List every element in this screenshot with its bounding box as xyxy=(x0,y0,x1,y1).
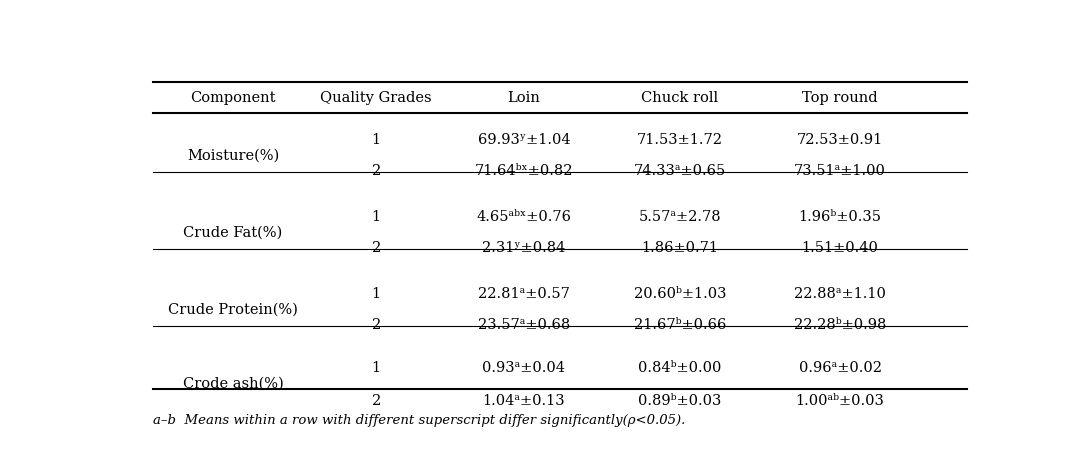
Text: 2.31ʸ±0.84: 2.31ʸ±0.84 xyxy=(482,241,566,255)
Text: 2: 2 xyxy=(372,393,381,407)
Text: 22.28ᵇ±0.98: 22.28ᵇ±0.98 xyxy=(794,317,887,332)
Text: 0.96ᵃ±0.02: 0.96ᵃ±0.02 xyxy=(799,360,881,374)
Text: 5.57ᵃ±2.78: 5.57ᵃ±2.78 xyxy=(639,209,721,224)
Text: 2: 2 xyxy=(372,164,381,178)
Text: a–b  Means within a row with different superscript differ significantly(ρ<0.05).: a–b Means within a row with different su… xyxy=(152,413,685,426)
Text: 1.04ᵃ±0.13: 1.04ᵃ±0.13 xyxy=(483,393,565,407)
Text: 72.53±0.91: 72.53±0.91 xyxy=(796,133,883,147)
Text: Crude Protein(%): Crude Protein(%) xyxy=(168,302,298,316)
Text: 71.53±1.72: 71.53±1.72 xyxy=(636,133,722,147)
Text: 23.57ᵃ±0.68: 23.57ᵃ±0.68 xyxy=(478,317,570,332)
Text: 1: 1 xyxy=(372,209,381,224)
Text: 2: 2 xyxy=(372,241,381,255)
Text: 4.65ᵃᵇˣ±0.76: 4.65ᵃᵇˣ±0.76 xyxy=(477,209,571,224)
Text: 22.81ᵃ±0.57: 22.81ᵃ±0.57 xyxy=(478,287,570,300)
Text: 69.93ʸ±1.04: 69.93ʸ±1.04 xyxy=(478,133,570,147)
Text: Crode ash(%): Crode ash(%) xyxy=(183,377,283,390)
Text: 0.84ᵇ±0.00: 0.84ᵇ±0.00 xyxy=(639,360,721,374)
Text: Loin: Loin xyxy=(507,90,541,104)
Text: 73.51ᵃ±1.00: 73.51ᵃ±1.00 xyxy=(794,164,886,178)
Text: Quality Grades: Quality Grades xyxy=(321,90,432,104)
Text: 0.93ᵃ±0.04: 0.93ᵃ±0.04 xyxy=(482,360,566,374)
Text: 1.86±0.71: 1.86±0.71 xyxy=(641,241,718,255)
Text: 21.67ᵇ±0.66: 21.67ᵇ±0.66 xyxy=(633,317,726,332)
Text: 1: 1 xyxy=(372,360,381,374)
Text: 20.60ᵇ±1.03: 20.60ᵇ±1.03 xyxy=(633,287,726,300)
Text: Crude Fat(%): Crude Fat(%) xyxy=(184,225,283,239)
Text: 2: 2 xyxy=(372,317,381,332)
Text: 1.96ᵇ±0.35: 1.96ᵇ±0.35 xyxy=(799,209,881,224)
Text: 1: 1 xyxy=(372,287,381,300)
Text: 1: 1 xyxy=(372,133,381,147)
Text: 1.51±0.40: 1.51±0.40 xyxy=(802,241,878,255)
Text: Chuck roll: Chuck roll xyxy=(641,90,718,104)
Text: Top round: Top round xyxy=(802,90,878,104)
Text: 71.64ᵇˣ±0.82: 71.64ᵇˣ±0.82 xyxy=(474,164,573,178)
Text: 1.00ᵃᵇ±0.03: 1.00ᵃᵇ±0.03 xyxy=(795,393,885,407)
Text: 0.89ᵇ±0.03: 0.89ᵇ±0.03 xyxy=(639,393,721,407)
Text: 74.33ᵃ±0.65: 74.33ᵃ±0.65 xyxy=(633,164,726,178)
Text: Moisture(%): Moisture(%) xyxy=(187,148,280,162)
Text: Component: Component xyxy=(190,90,275,104)
Text: 22.88ᵃ±1.10: 22.88ᵃ±1.10 xyxy=(794,287,886,300)
